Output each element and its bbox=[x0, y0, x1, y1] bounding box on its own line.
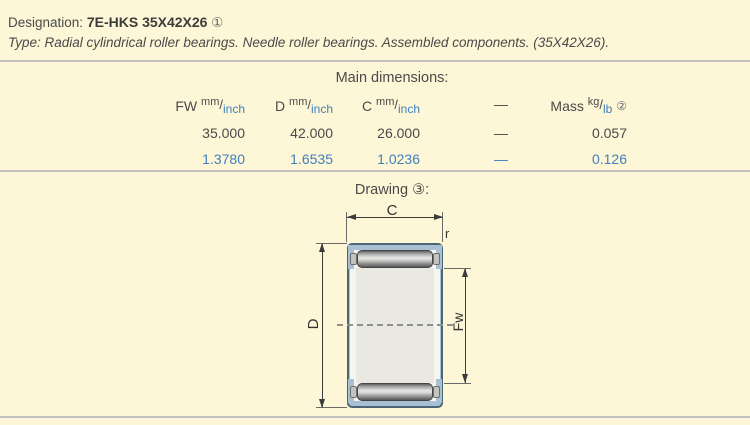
column-header-c: C mm/inch bbox=[280, 96, 420, 116]
designation-line: Designation: 7E-HKS 35X42X26 ① bbox=[8, 14, 223, 31]
separator-bottom bbox=[0, 416, 750, 418]
dim-c-extension-right bbox=[442, 212, 443, 242]
type-text: Radial cylindrical roller bearings. Need… bbox=[44, 35, 610, 50]
axis-centerline bbox=[337, 324, 453, 326]
col-label-fw: FW bbox=[175, 98, 198, 114]
cage-end-bottom-right bbox=[433, 386, 440, 398]
column-header-fw: FW mm/inch bbox=[105, 96, 245, 116]
needle-roller-top bbox=[357, 250, 433, 268]
unit-kg: kg bbox=[587, 96, 600, 108]
col-label-mass: Mass bbox=[550, 98, 584, 114]
dim-fw-extension-bottom bbox=[444, 383, 471, 384]
cage-end-bottom-left bbox=[350, 386, 357, 398]
unit-separator: / bbox=[307, 97, 311, 112]
dim-c-extension-left bbox=[346, 212, 347, 242]
dim-d-extension-top bbox=[316, 243, 347, 244]
unit-mm: mm bbox=[201, 96, 220, 108]
separator-middle bbox=[0, 170, 750, 172]
value-mass-lb: 0.126 bbox=[591, 151, 627, 167]
separator-top bbox=[0, 60, 750, 62]
dim-label-r: r bbox=[445, 226, 450, 241]
value-dash-mm: — bbox=[494, 125, 508, 141]
type-label: Type: bbox=[8, 35, 41, 50]
value-dash-inch: — bbox=[494, 151, 508, 167]
column-header-d: D mm/inch bbox=[193, 96, 333, 116]
needle-roller-bottom bbox=[357, 383, 433, 401]
dim-fw-arrow-up-icon bbox=[462, 268, 468, 277]
column-header-mass: Mass kg/lb ② bbox=[487, 96, 627, 116]
unit-inch: inch bbox=[222, 102, 245, 116]
dim-label-fw: Fw bbox=[450, 312, 466, 332]
value-fw-inch: 1.3780 bbox=[202, 151, 245, 167]
dim-c-arrow-left-icon bbox=[347, 214, 356, 220]
designation-value: 7E-HKS 35X42X26 bbox=[86, 14, 208, 30]
dim-fw-extension-top bbox=[444, 268, 471, 269]
unit-separator: / bbox=[394, 97, 398, 112]
dim-fw-arrow-down-icon bbox=[462, 374, 468, 383]
type-line: Type: Radial cylindrical roller bearings… bbox=[8, 35, 609, 50]
dim-d-arrow-down-icon bbox=[319, 399, 325, 408]
value-c-inch: 1.0236 bbox=[377, 151, 420, 167]
dim-d-extension-bottom bbox=[316, 407, 347, 408]
dim-label-d: D bbox=[305, 318, 322, 330]
column-header-empty: — bbox=[494, 96, 508, 112]
col-label-c: C bbox=[362, 98, 373, 114]
cage-end-top-right bbox=[433, 253, 440, 265]
value-c-mm: 26.000 bbox=[377, 125, 420, 141]
value-d-inch: 1.6535 bbox=[290, 151, 333, 167]
unit-inch: inch bbox=[310, 102, 333, 116]
dim-c-line bbox=[347, 217, 443, 218]
main-dimensions-title: Main dimensions: bbox=[335, 70, 449, 86]
value-d-mm: 42.000 bbox=[290, 125, 333, 141]
dim-d-line bbox=[322, 244, 323, 407]
unit-mm: mm bbox=[289, 96, 308, 108]
unit-separator: / bbox=[219, 97, 223, 112]
designation-label: Designation: bbox=[8, 15, 84, 30]
dim-fw-line bbox=[465, 269, 466, 383]
drawing-title: Drawing ③: bbox=[354, 182, 430, 198]
dim-label-c: C bbox=[386, 202, 398, 219]
unit-lb: lb bbox=[603, 102, 613, 116]
unit-separator: / bbox=[599, 97, 603, 112]
dim-d-arrow-up-icon bbox=[319, 243, 325, 252]
footnote-2-marker: ② bbox=[616, 99, 627, 113]
unit-inch: inch bbox=[397, 102, 420, 116]
footnote-1-marker: ① bbox=[211, 15, 224, 30]
unit-mm: mm bbox=[376, 96, 395, 108]
dim-c-arrow-right-icon bbox=[434, 214, 443, 220]
value-mass-kg: 0.057 bbox=[591, 125, 627, 141]
col-label-d: D bbox=[275, 98, 286, 114]
cage-end-top-left bbox=[350, 253, 357, 265]
value-fw-mm: 35.000 bbox=[202, 125, 245, 141]
